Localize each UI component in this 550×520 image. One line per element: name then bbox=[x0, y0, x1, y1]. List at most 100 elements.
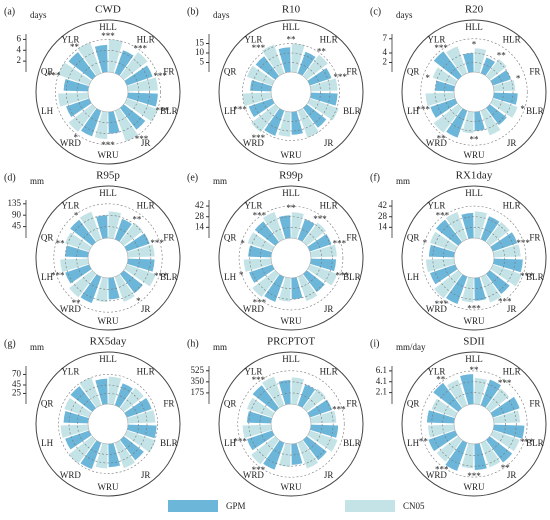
bar bbox=[493, 79, 516, 92]
significance-mark: *** bbox=[416, 105, 430, 115]
category-label: QR bbox=[41, 398, 54, 408]
significance-mark: *** bbox=[436, 210, 450, 220]
grid-ring bbox=[420, 370, 528, 478]
grid-ring bbox=[442, 392, 506, 456]
bar bbox=[480, 108, 501, 136]
category-label: HLL bbox=[465, 22, 483, 32]
outer-ring bbox=[401, 19, 547, 165]
significance-mark: ** bbox=[437, 133, 447, 143]
category-label: BLR bbox=[160, 438, 178, 448]
bar bbox=[248, 245, 272, 258]
bar bbox=[461, 277, 474, 303]
bar bbox=[474, 443, 487, 471]
category-label: YLR bbox=[427, 34, 445, 44]
bar bbox=[486, 270, 510, 295]
bar bbox=[303, 270, 325, 293]
grid-ring bbox=[76, 226, 140, 290]
category-label: WRU bbox=[98, 316, 119, 326]
bar bbox=[279, 443, 291, 467]
significance-mark: *** bbox=[252, 465, 266, 475]
bar bbox=[310, 410, 337, 424]
category-label: HLR bbox=[503, 34, 521, 44]
panel-label: (g) bbox=[4, 338, 16, 349]
bar bbox=[120, 436, 144, 461]
significance-mark: *** bbox=[47, 70, 61, 80]
bar bbox=[307, 67, 332, 86]
bar bbox=[60, 258, 89, 272]
significance-mark: *** bbox=[313, 214, 327, 224]
bar bbox=[243, 258, 272, 272]
grid-ring bbox=[443, 227, 505, 289]
category-label: QR bbox=[41, 232, 54, 242]
bar bbox=[480, 440, 501, 468]
bar bbox=[120, 52, 148, 80]
bar bbox=[108, 111, 120, 134]
significance-mark: ** bbox=[70, 42, 80, 52]
outer-ring bbox=[401, 185, 547, 331]
category-label: JR bbox=[324, 304, 334, 314]
bar bbox=[307, 98, 339, 121]
bar bbox=[291, 43, 305, 73]
category-label: WRU bbox=[464, 316, 485, 326]
bar bbox=[246, 430, 275, 451]
significance-mark: *** bbox=[467, 303, 481, 313]
bar bbox=[279, 215, 291, 239]
bar bbox=[127, 410, 156, 424]
bar bbox=[278, 111, 291, 137]
bar bbox=[429, 264, 458, 285]
significance-mark: *** bbox=[520, 437, 534, 447]
category-label: HLL bbox=[465, 354, 483, 364]
bar bbox=[250, 80, 272, 92]
bar bbox=[307, 399, 333, 418]
category-label: LH bbox=[41, 272, 53, 282]
tick-label: 6 bbox=[17, 33, 22, 43]
bar bbox=[120, 104, 146, 130]
unit-label: mm bbox=[213, 176, 227, 186]
outer-ring bbox=[35, 19, 181, 165]
category-label: JR bbox=[324, 470, 334, 480]
category-label: BLR bbox=[160, 106, 178, 116]
significance-mark: *** bbox=[467, 471, 481, 481]
bar bbox=[310, 258, 337, 272]
bar bbox=[428, 430, 458, 452]
bar bbox=[58, 92, 89, 107]
category-label: LH bbox=[407, 272, 419, 282]
bar bbox=[493, 258, 523, 273]
bar bbox=[278, 47, 291, 73]
category-label: YLR bbox=[244, 200, 262, 210]
bar bbox=[433, 51, 462, 80]
chart-title: R10 bbox=[282, 4, 301, 16]
bar bbox=[434, 270, 462, 299]
significance-mark: ** bbox=[497, 51, 507, 61]
bar bbox=[252, 385, 279, 412]
grid-ring bbox=[65, 49, 151, 135]
category-label: HLL bbox=[282, 188, 300, 198]
category-label: FR bbox=[529, 66, 540, 76]
category-label: WRD bbox=[60, 304, 81, 314]
bar bbox=[291, 377, 305, 405]
bar bbox=[486, 436, 513, 463]
bar bbox=[310, 244, 337, 258]
legend-label: GPM bbox=[226, 501, 246, 511]
category-label: WRD bbox=[60, 138, 81, 148]
category-label: YLR bbox=[244, 366, 262, 376]
bar bbox=[262, 44, 285, 76]
significance-mark: ** bbox=[436, 374, 446, 384]
bar bbox=[446, 379, 468, 408]
bar bbox=[64, 398, 92, 418]
tick-label: 6.1 bbox=[376, 365, 387, 375]
category-label: QR bbox=[407, 66, 420, 76]
category-label: HLL bbox=[282, 22, 300, 32]
bar bbox=[254, 221, 279, 246]
category-label: WRU bbox=[281, 150, 302, 160]
significance-mark: *** bbox=[154, 271, 168, 281]
bar bbox=[480, 379, 502, 408]
bar bbox=[108, 211, 122, 239]
bar bbox=[58, 62, 92, 86]
panel-label: (e) bbox=[187, 172, 198, 183]
significance-mark: *** bbox=[434, 43, 448, 53]
significance-mark: *** bbox=[332, 405, 346, 415]
panel-label: (d) bbox=[4, 172, 16, 183]
significance-mark: *** bbox=[253, 298, 267, 308]
category-label: LH bbox=[41, 438, 53, 448]
